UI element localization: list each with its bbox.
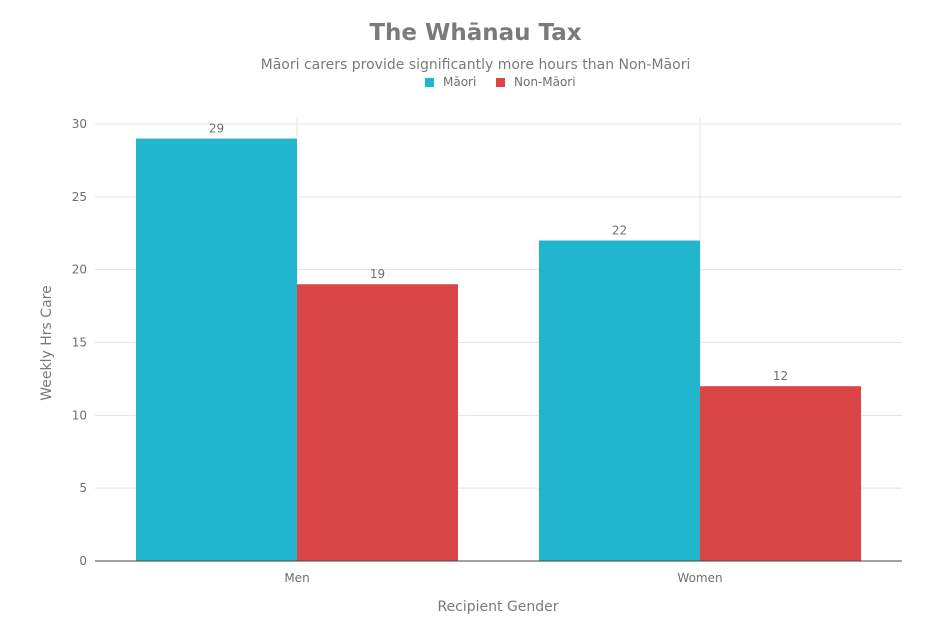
chart-title: The Whānau Tax — [369, 20, 581, 46]
legend-swatch — [425, 78, 434, 87]
data-label: 19 — [370, 267, 385, 281]
x-tick-label: Women — [677, 571, 722, 585]
bar-m-ori-men — [136, 138, 297, 562]
legend-label: Māori — [443, 75, 476, 89]
x-axis-ticks: Men Women — [284, 571, 722, 585]
y-axis-title: Weekly Hrs Care — [39, 285, 55, 400]
y-tick-label: 30 — [72, 117, 87, 131]
y-tick-label: 0 — [79, 554, 87, 568]
x-axis-title: Recipient Gender — [437, 599, 558, 615]
bar-non-m-ori-women — [700, 386, 861, 561]
y-tick-label: 10 — [72, 408, 87, 422]
bar-non-m-ori-men — [297, 284, 458, 561]
data-labels: 29 19 22 12 — [209, 122, 788, 384]
data-label: 22 — [612, 224, 627, 238]
bars — [136, 138, 861, 562]
chart-subtitle: Māori carers provide significantly more … — [261, 57, 691, 73]
y-axis-ticks: 0 5 10 15 20 25 30 — [72, 117, 87, 568]
y-tick-label: 5 — [79, 481, 87, 495]
data-label: 29 — [209, 122, 224, 136]
y-tick-label: 20 — [72, 263, 87, 277]
legend-label: Non-Māori — [514, 75, 576, 89]
y-tick-label: 25 — [72, 190, 87, 204]
legend-swatch — [496, 78, 505, 87]
y-tick-label: 15 — [72, 336, 87, 350]
bar-m-ori-women — [539, 240, 700, 562]
legend: Māori Non-Māori — [425, 75, 576, 89]
data-label: 12 — [773, 369, 788, 383]
x-tick-label: Men — [284, 571, 309, 585]
